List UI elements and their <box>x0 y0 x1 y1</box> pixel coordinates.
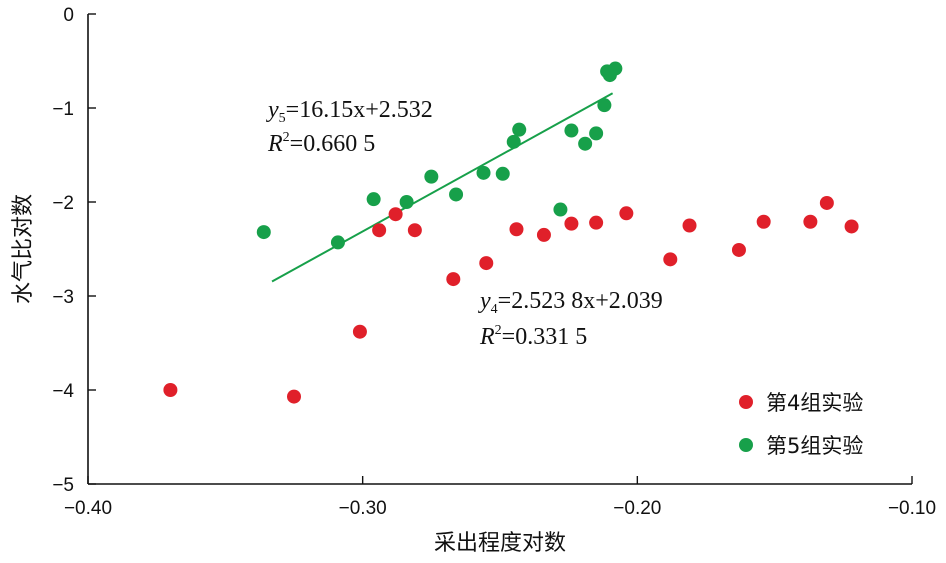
legend: 第4组实验 第5组实验 <box>739 391 863 458</box>
series-5-equation: y5=16.15x+2.532 <box>266 97 433 126</box>
data-point-series-4 <box>509 222 524 237</box>
y-tick-label: 0 <box>63 5 74 26</box>
data-point-series-4 <box>372 223 387 238</box>
series-4-r2: R2=0.331 5 <box>479 323 587 350</box>
data-point-series-4 <box>352 324 367 339</box>
series-5-r2: R2=0.660 5 <box>267 130 375 157</box>
x-tick-label: −0.10 <box>888 498 936 519</box>
data-point-series-5 <box>424 169 439 184</box>
data-point-series-4 <box>479 256 494 271</box>
x-tick-label: −0.40 <box>64 498 112 519</box>
data-point-series-5 <box>578 136 593 151</box>
y-tick-label: −1 <box>52 99 74 120</box>
data-point-series-4 <box>663 252 678 267</box>
data-point-series-4 <box>803 214 818 229</box>
y-axis-title: 水气比对数 <box>11 194 36 304</box>
data-point-series-5 <box>589 126 604 141</box>
data-point-series-5 <box>506 134 521 149</box>
data-point-series-5 <box>256 225 271 240</box>
data-point-series-5 <box>399 195 414 209</box>
legend-marker-series-4 <box>739 395 753 409</box>
y-tick-label: −2 <box>52 193 74 214</box>
data-point-series-5 <box>366 192 381 207</box>
data-points <box>163 61 859 404</box>
fit-equations: y5=16.15x+2.532 R2=0.660 5 y4=2.523 8x+2… <box>266 97 663 350</box>
y-tick-label: −5 <box>52 475 74 496</box>
data-point-series-4 <box>163 383 178 397</box>
data-point-series-4 <box>536 227 551 242</box>
data-point-series-4 <box>407 223 422 238</box>
data-point-series-4 <box>731 242 746 257</box>
data-point-series-4 <box>446 272 461 287</box>
data-point-series-5 <box>512 122 527 137</box>
series-4-equation: y4=2.523 8x+2.039 <box>478 288 663 317</box>
data-point-series-5 <box>476 165 491 180</box>
data-point-series-5 <box>330 235 345 250</box>
data-point-series-4 <box>756 214 771 229</box>
y-tick-label: −4 <box>52 381 74 402</box>
data-point-series-5 <box>608 61 623 76</box>
fit-line-series-5 <box>271 92 614 283</box>
data-point-series-5 <box>564 123 579 138</box>
data-point-series-4 <box>564 216 579 231</box>
data-point-series-4 <box>589 215 604 230</box>
data-point-series-5 <box>553 202 568 217</box>
data-point-series-4 <box>844 219 859 234</box>
axes: 0 −1 −2 −3 −4 −5−0.40 −0.30 −0.20 −0.10 采出程度对数 水气比… <box>11 5 936 556</box>
data-point-series-4 <box>619 206 634 221</box>
data-point-series-4 <box>819 195 834 210</box>
legend-label-series-5: 第5组实验 <box>766 434 863 458</box>
legend-label-series-4: 第4组实验 <box>766 391 863 415</box>
data-point-series-5 <box>597 98 612 113</box>
data-point-series-4 <box>388 207 403 222</box>
x-tick-label: −0.30 <box>339 498 387 519</box>
data-point-series-5 <box>449 187 464 202</box>
data-point-series-4 <box>682 218 697 233</box>
fit-lines <box>271 92 614 283</box>
x-axis-title: 采出程度对数 <box>434 531 566 556</box>
x-tick-label: −0.20 <box>613 498 661 519</box>
data-point-series-4 <box>287 389 301 404</box>
legend-marker-series-5 <box>739 438 753 452</box>
y-tick-label: −3 <box>52 287 74 308</box>
data-point-series-5 <box>495 166 510 181</box>
